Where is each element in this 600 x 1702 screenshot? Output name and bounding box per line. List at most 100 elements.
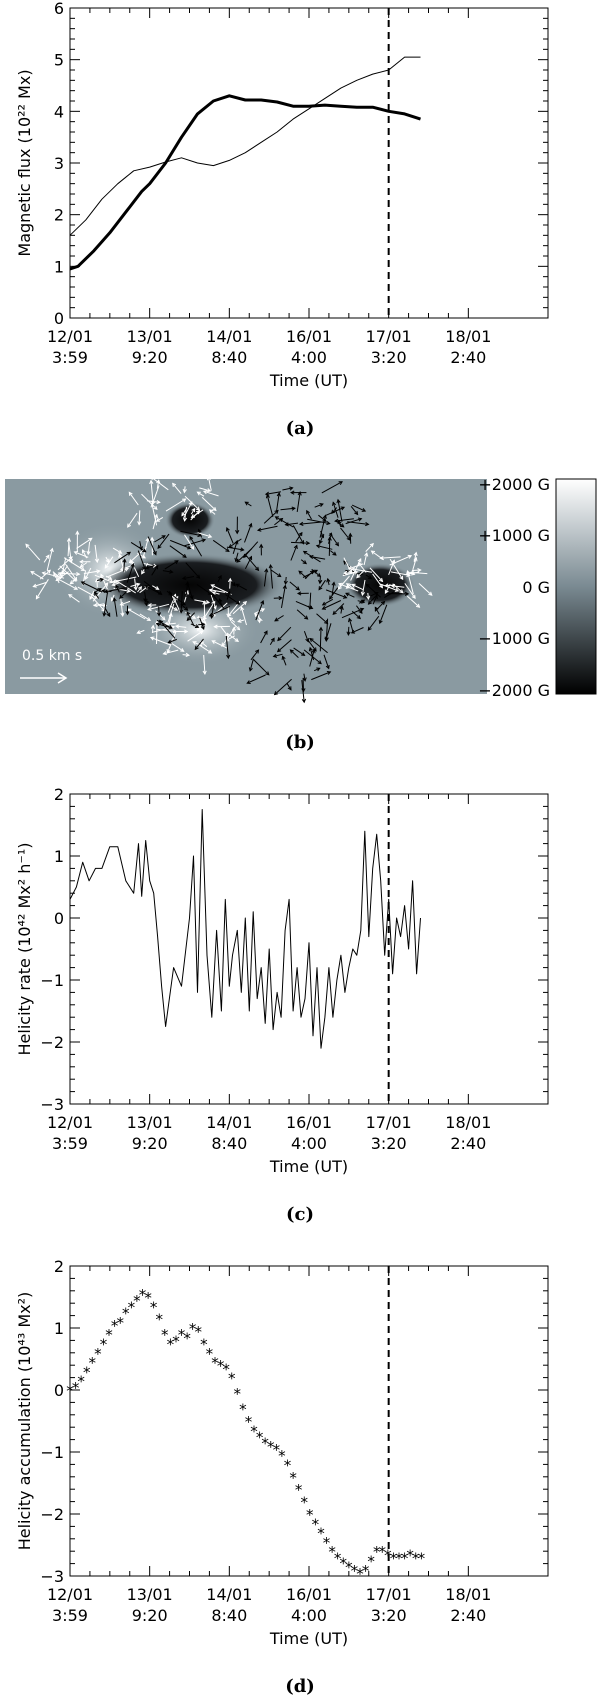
velocity-arrow-head <box>399 575 404 581</box>
velocity-arrow-head <box>190 514 196 518</box>
velocity-arrow-head <box>322 514 327 519</box>
velocity-arrow <box>323 654 330 669</box>
velocity-arrow-head <box>399 589 404 594</box>
velocity-arrow-head <box>413 556 418 562</box>
colorbar-label-plus-1000: +1000 G <box>478 526 550 545</box>
velocity-arrow <box>57 578 78 590</box>
velocity-arrow-head <box>337 585 342 590</box>
velocity-arrow-head <box>197 533 202 538</box>
velocity-arrow-head <box>57 571 63 577</box>
velocity-arrow <box>298 570 308 579</box>
velocity-arrow-head <box>35 595 40 600</box>
velocity-arrow-head <box>248 522 253 528</box>
velocity-arrow <box>162 570 173 573</box>
velocity-arrow-head <box>265 493 270 499</box>
velocity-arrow-head <box>68 593 73 598</box>
velocity-arrow <box>203 654 206 675</box>
velocity-arrow <box>372 595 378 605</box>
velocity-arrow-head <box>211 593 216 598</box>
velocity-arrow-head <box>32 583 37 588</box>
velocity-arrow <box>232 540 238 554</box>
velocity-arrow-head <box>296 591 302 596</box>
velocity-arrow <box>126 563 134 583</box>
velocity-arrow-head <box>281 655 286 660</box>
velocity-arrow-head <box>244 501 249 506</box>
data-point-star: * <box>133 1292 141 1310</box>
velocity-arrow <box>389 555 412 566</box>
velocity-arrow <box>306 510 312 520</box>
velocity-arrow-head <box>81 549 86 554</box>
velocity-arrow <box>203 490 219 497</box>
velocity-arrow <box>104 607 111 617</box>
velocity-arrow-head <box>197 528 202 534</box>
velocity-arrow-head <box>278 595 283 601</box>
velocity-arrow <box>220 626 229 637</box>
data-point-star: * <box>66 1382 74 1400</box>
x-tick-label-date: 18/01 <box>445 1585 491 1604</box>
velocity-arrow-head <box>158 590 163 596</box>
velocity-arrow <box>341 608 364 619</box>
velocity-arrow <box>94 574 114 583</box>
velocity-arrow <box>184 506 187 521</box>
velocity-arrow <box>186 611 195 627</box>
data-point-star: * <box>367 1553 375 1571</box>
velocity-arrow-head <box>340 506 346 511</box>
velocity-arrow <box>159 620 176 639</box>
velocity-arrow-head <box>315 544 321 549</box>
velocity-arrow <box>226 591 231 600</box>
velocity-arrow-head <box>356 574 361 579</box>
velocity-arrow-head <box>354 510 359 516</box>
data-point-star: * <box>379 1543 387 1561</box>
velocity-arrow <box>82 549 88 559</box>
y-tick-label: −1 <box>40 971 64 990</box>
velocity-arrow <box>141 493 158 510</box>
velocity-arrow-head <box>256 527 262 532</box>
velocity-arrow-head <box>128 559 134 564</box>
velocity-arrow-head <box>248 555 253 561</box>
plot-frame <box>69 7 549 319</box>
velocity-arrow <box>289 581 300 591</box>
velocity-arrow <box>273 653 283 657</box>
velocity-arrow-head <box>325 664 330 670</box>
velocity-arrow-head <box>69 580 74 585</box>
velocity-arrow-head <box>302 560 308 565</box>
velocity-arrow <box>212 591 220 595</box>
velocity-arrow <box>69 579 76 585</box>
velocity-arrow-head <box>46 569 52 574</box>
velocity-arrow-head <box>94 591 98 596</box>
velocity-arrow-head <box>179 609 184 614</box>
velocity-arrow <box>156 621 158 645</box>
velocity-arrow <box>295 532 303 543</box>
velocity-arrow-head <box>367 600 372 605</box>
velocity-arrow-head <box>149 636 155 641</box>
velocity-arrow-head <box>211 591 217 596</box>
velocity-arrow <box>276 493 280 511</box>
velocity-arrow <box>309 649 315 667</box>
velocity-arrow-head <box>147 603 152 608</box>
velocity-arrow <box>130 560 140 578</box>
velocity-arrow-head <box>308 646 313 652</box>
data-point-star: * <box>295 1481 303 1499</box>
velocity-arrow <box>337 499 343 522</box>
velocity-arrow <box>319 576 321 584</box>
x-tick-label-date: 16/01 <box>286 1585 332 1604</box>
velocity-arrow <box>374 607 380 615</box>
velocity-arrow-head <box>133 586 138 591</box>
velocity-arrow <box>303 673 306 681</box>
velocity-arrow <box>169 545 187 558</box>
velocity-arrow <box>296 609 308 620</box>
velocity-arrow <box>270 564 273 589</box>
velocity-arrow <box>340 527 351 541</box>
velocity-arrow-head <box>169 569 174 574</box>
velocity-arrow <box>407 571 415 575</box>
velocity-arrow-head <box>104 564 109 569</box>
velocity-arrow-head <box>338 582 343 587</box>
data-point-star: * <box>72 1379 80 1397</box>
velocity-arrow-head <box>146 617 152 621</box>
velocity-arrow <box>325 506 345 516</box>
velocity-arrow <box>309 638 328 654</box>
x-tick-label-date: 14/01 <box>206 327 252 346</box>
velocity-arrow-head <box>335 542 340 547</box>
velocity-arrow <box>76 537 93 549</box>
